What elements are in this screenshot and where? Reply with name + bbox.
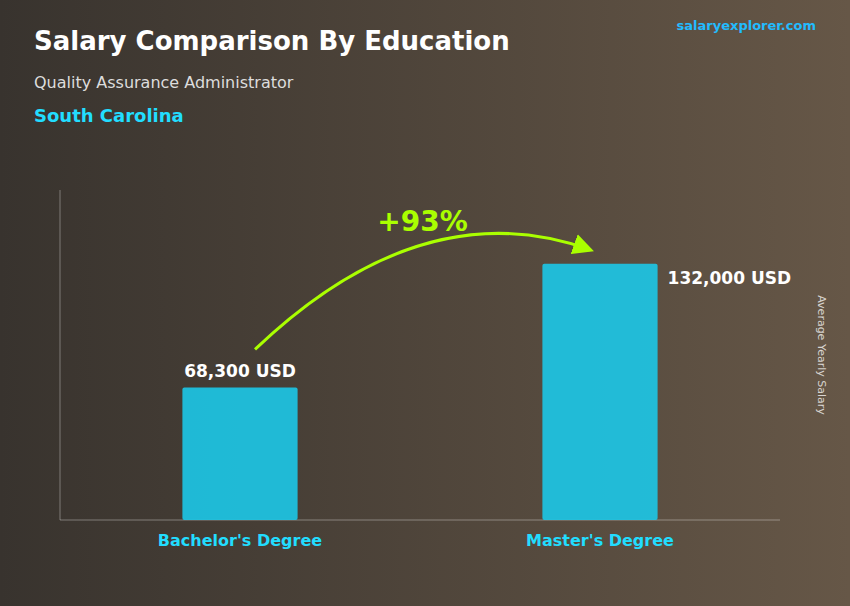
title: Salary Comparison By Education xyxy=(34,26,510,56)
y-axis-line xyxy=(60,190,61,520)
category-label: Bachelor's Degree xyxy=(158,531,322,550)
value-label: 132,000 USD xyxy=(668,268,792,288)
pct-change: +93% xyxy=(377,205,467,238)
x-axis-line xyxy=(60,520,780,521)
value-label: 68,300 USD xyxy=(184,361,296,381)
location: South Carolina xyxy=(34,105,184,126)
y-axis-label: Average Yearly Salary xyxy=(815,295,828,415)
bars xyxy=(182,264,657,520)
chart: Salary Comparison By Education Quality As… xyxy=(0,0,850,606)
category-label: Master's Degree xyxy=(526,531,674,550)
change-arrow xyxy=(255,233,590,349)
subtitle: Quality Assurance Administrator xyxy=(34,73,294,92)
background xyxy=(0,0,850,606)
bar xyxy=(542,264,657,520)
watermark: salaryexplorer.com xyxy=(677,18,816,33)
bar xyxy=(182,387,297,520)
